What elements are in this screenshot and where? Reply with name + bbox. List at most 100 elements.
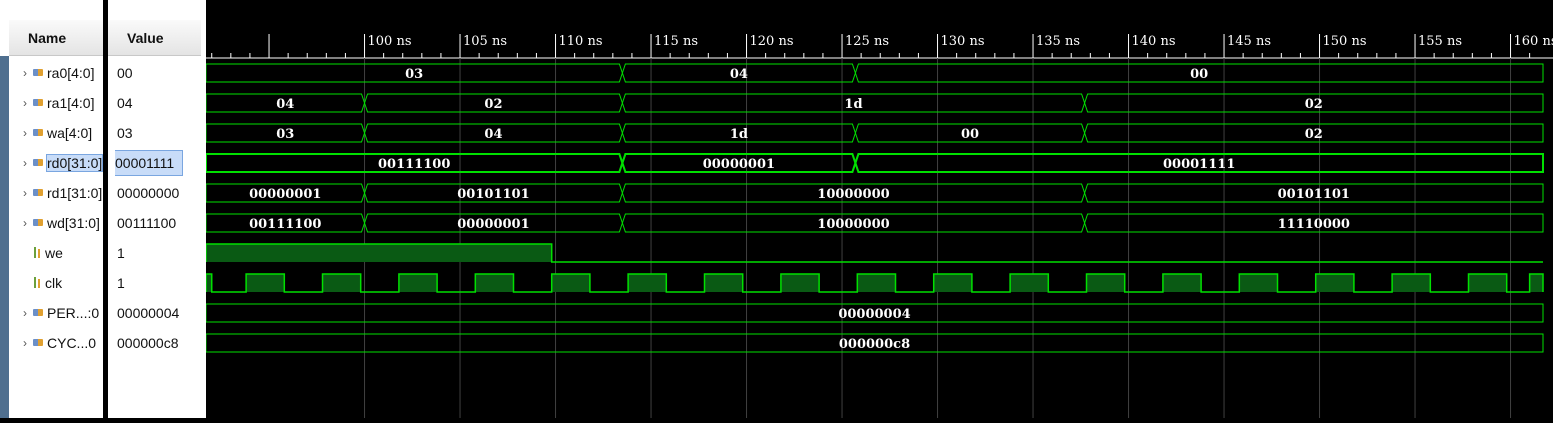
bit-signal-icon: [32, 277, 42, 289]
expand-chevron-icon[interactable]: ›: [23, 186, 27, 200]
bit-high-pulse: [857, 274, 896, 292]
signal-value-row[interactable]: 00000000: [117, 178, 201, 208]
signal-name-label: we: [45, 245, 63, 261]
bus-value-label: 04: [276, 97, 294, 112]
expand-chevron-icon[interactable]: ›: [23, 96, 27, 110]
bus-segment: [854, 63, 1544, 83]
left-scroll-bar[interactable]: [0, 56, 9, 418]
bus-value-label: 10000000: [817, 217, 889, 232]
bus-segment: [205, 333, 1544, 353]
pane-splitter[interactable]: [201, 0, 206, 418]
bus-value-label: 02: [1305, 127, 1323, 142]
name-column: Name › ra0[4:0] › ra1[4:0] › wa[4:0] › rd0[31:0…: [0, 0, 103, 418]
bit-high-pulse: [475, 274, 514, 292]
bus-signal-icon: [32, 98, 44, 108]
bit-high-pulse: [551, 274, 590, 292]
signal-value-row[interactable]: 00000004: [117, 298, 201, 328]
bus-value-label: 10000000: [817, 187, 889, 202]
bit-high-pulse: [1010, 274, 1049, 292]
signal-name-label: wd[31:0]: [47, 215, 100, 231]
bit-high-pulse: [1086, 274, 1125, 292]
signal-value-row[interactable]: 03: [117, 118, 201, 148]
signal-value-label: 00111100: [117, 215, 177, 231]
bus-value-label: 00101101: [457, 187, 529, 202]
signal-name-row[interactable]: › PER...:0: [18, 298, 103, 328]
ruler-tick-label: 110 ns: [559, 34, 603, 49]
signal-value-label: 000000c8: [117, 335, 179, 351]
signal-value-row[interactable]: 00111100: [117, 208, 201, 238]
signal-name-row[interactable]: › wa[4:0]: [18, 118, 103, 148]
bus-value-label: 04: [730, 67, 748, 82]
signal-value-label: 00000004: [117, 305, 180, 321]
bus-value-label: 00000004: [838, 307, 910, 322]
bus-value-label: 000000c8: [839, 337, 910, 352]
signal-value-label: 1: [117, 245, 125, 261]
bit-signal-icon: [32, 247, 42, 259]
bus-signal-icon: [32, 338, 44, 348]
signal-name-label: wa[4:0]: [47, 125, 93, 141]
signal-value-label: 03: [117, 125, 133, 141]
signal-name-row[interactable]: clk: [18, 268, 103, 298]
waveform-canvas[interactable]: 100 ns 105 ns 110 ns 115 ns 120 ns 125 ns 130 …: [205, 0, 1553, 418]
signal-name-row[interactable]: › wd[31:0]: [18, 208, 103, 238]
signal-value-row[interactable]: 00: [117, 58, 201, 88]
name-header-label: Name: [28, 29, 67, 46]
bit-high-pulse: [780, 274, 820, 292]
bus-signal-icon: [32, 158, 44, 168]
ruler-tick-label: 100 ns: [368, 34, 412, 49]
bus-signal-icon: [32, 218, 44, 228]
bus-signal-icon: [32, 188, 44, 198]
name-column-header[interactable]: Name: [9, 20, 103, 56]
bit-high-pulse: [206, 244, 552, 262]
expand-chevron-icon[interactable]: ›: [23, 66, 27, 80]
signal-value-row[interactable]: 1: [117, 268, 201, 298]
bus-segment: [854, 153, 1544, 173]
signal-name-label: rd0[31:0]: [45, 154, 103, 172]
signal-value-label: 00: [117, 65, 133, 81]
expand-chevron-icon[interactable]: ›: [23, 216, 27, 230]
waveform-viewer[interactable]: 100 ns 105 ns 110 ns 115 ns 120 ns 125 ns 130 …: [205, 0, 1553, 418]
ruler-tick-label: 120 ns: [750, 34, 794, 49]
bus-value-label: 00: [1190, 67, 1208, 82]
bit-high-pulse: [398, 274, 438, 292]
bus-segment: [1084, 183, 1544, 203]
signal-value-label: 00001111: [115, 150, 184, 176]
signal-value-row[interactable]: 1: [117, 238, 201, 268]
ruler-tick-label: 105 ns: [463, 34, 507, 49]
value-column-header[interactable]: Value: [108, 20, 201, 56]
signal-value-row[interactable]: 000000c8: [117, 328, 201, 358]
ruler-tick-label: 145 ns: [1227, 34, 1271, 49]
ruler-tick-label: 140 ns: [1132, 34, 1176, 49]
signal-value-row[interactable]: 04: [117, 88, 201, 118]
signal-name-label: CYC...0: [47, 335, 97, 351]
signal-name-label: ra1[4:0]: [47, 95, 95, 111]
column-splitter[interactable]: [103, 0, 108, 418]
expand-chevron-icon[interactable]: ›: [23, 336, 27, 350]
bus-segment: [1084, 123, 1544, 143]
signal-name-row[interactable]: › ra1[4:0]: [18, 88, 103, 118]
expand-chevron-icon[interactable]: ›: [23, 126, 27, 140]
bus-value-label: 02: [484, 97, 502, 112]
bus-segment: [205, 303, 1544, 323]
signal-name-row[interactable]: › CYC...0: [18, 328, 103, 358]
bus-value-label: 02: [1305, 97, 1323, 112]
bit-high-pulse: [246, 274, 285, 292]
ruler-tick-label: 135 ns: [1036, 34, 1080, 49]
signal-name-row[interactable]: › rd0[31:0]: [18, 148, 103, 178]
bus-value-label: 00000001: [249, 187, 321, 202]
bit-high-pulse: [206, 274, 212, 292]
expand-chevron-icon[interactable]: ›: [23, 306, 27, 320]
signal-name-label: clk: [45, 275, 63, 291]
signal-value-row[interactable]: 00001111: [115, 148, 199, 178]
expand-chevron-icon[interactable]: ›: [23, 156, 27, 170]
bus-segment: [1084, 93, 1544, 113]
bus-value-label: 00001111: [1163, 157, 1235, 172]
bus-signal-icon: [32, 128, 44, 138]
bus-value-label: 03: [276, 127, 294, 142]
value-header-label: Value: [127, 29, 164, 46]
signal-name-row[interactable]: › ra0[4:0]: [18, 58, 103, 88]
bit-high-pulse: [322, 274, 361, 292]
signal-name-row[interactable]: › rd1[31:0]: [18, 178, 103, 208]
signal-name-row[interactable]: we: [18, 238, 103, 268]
bit-high-pulse: [1392, 274, 1431, 292]
